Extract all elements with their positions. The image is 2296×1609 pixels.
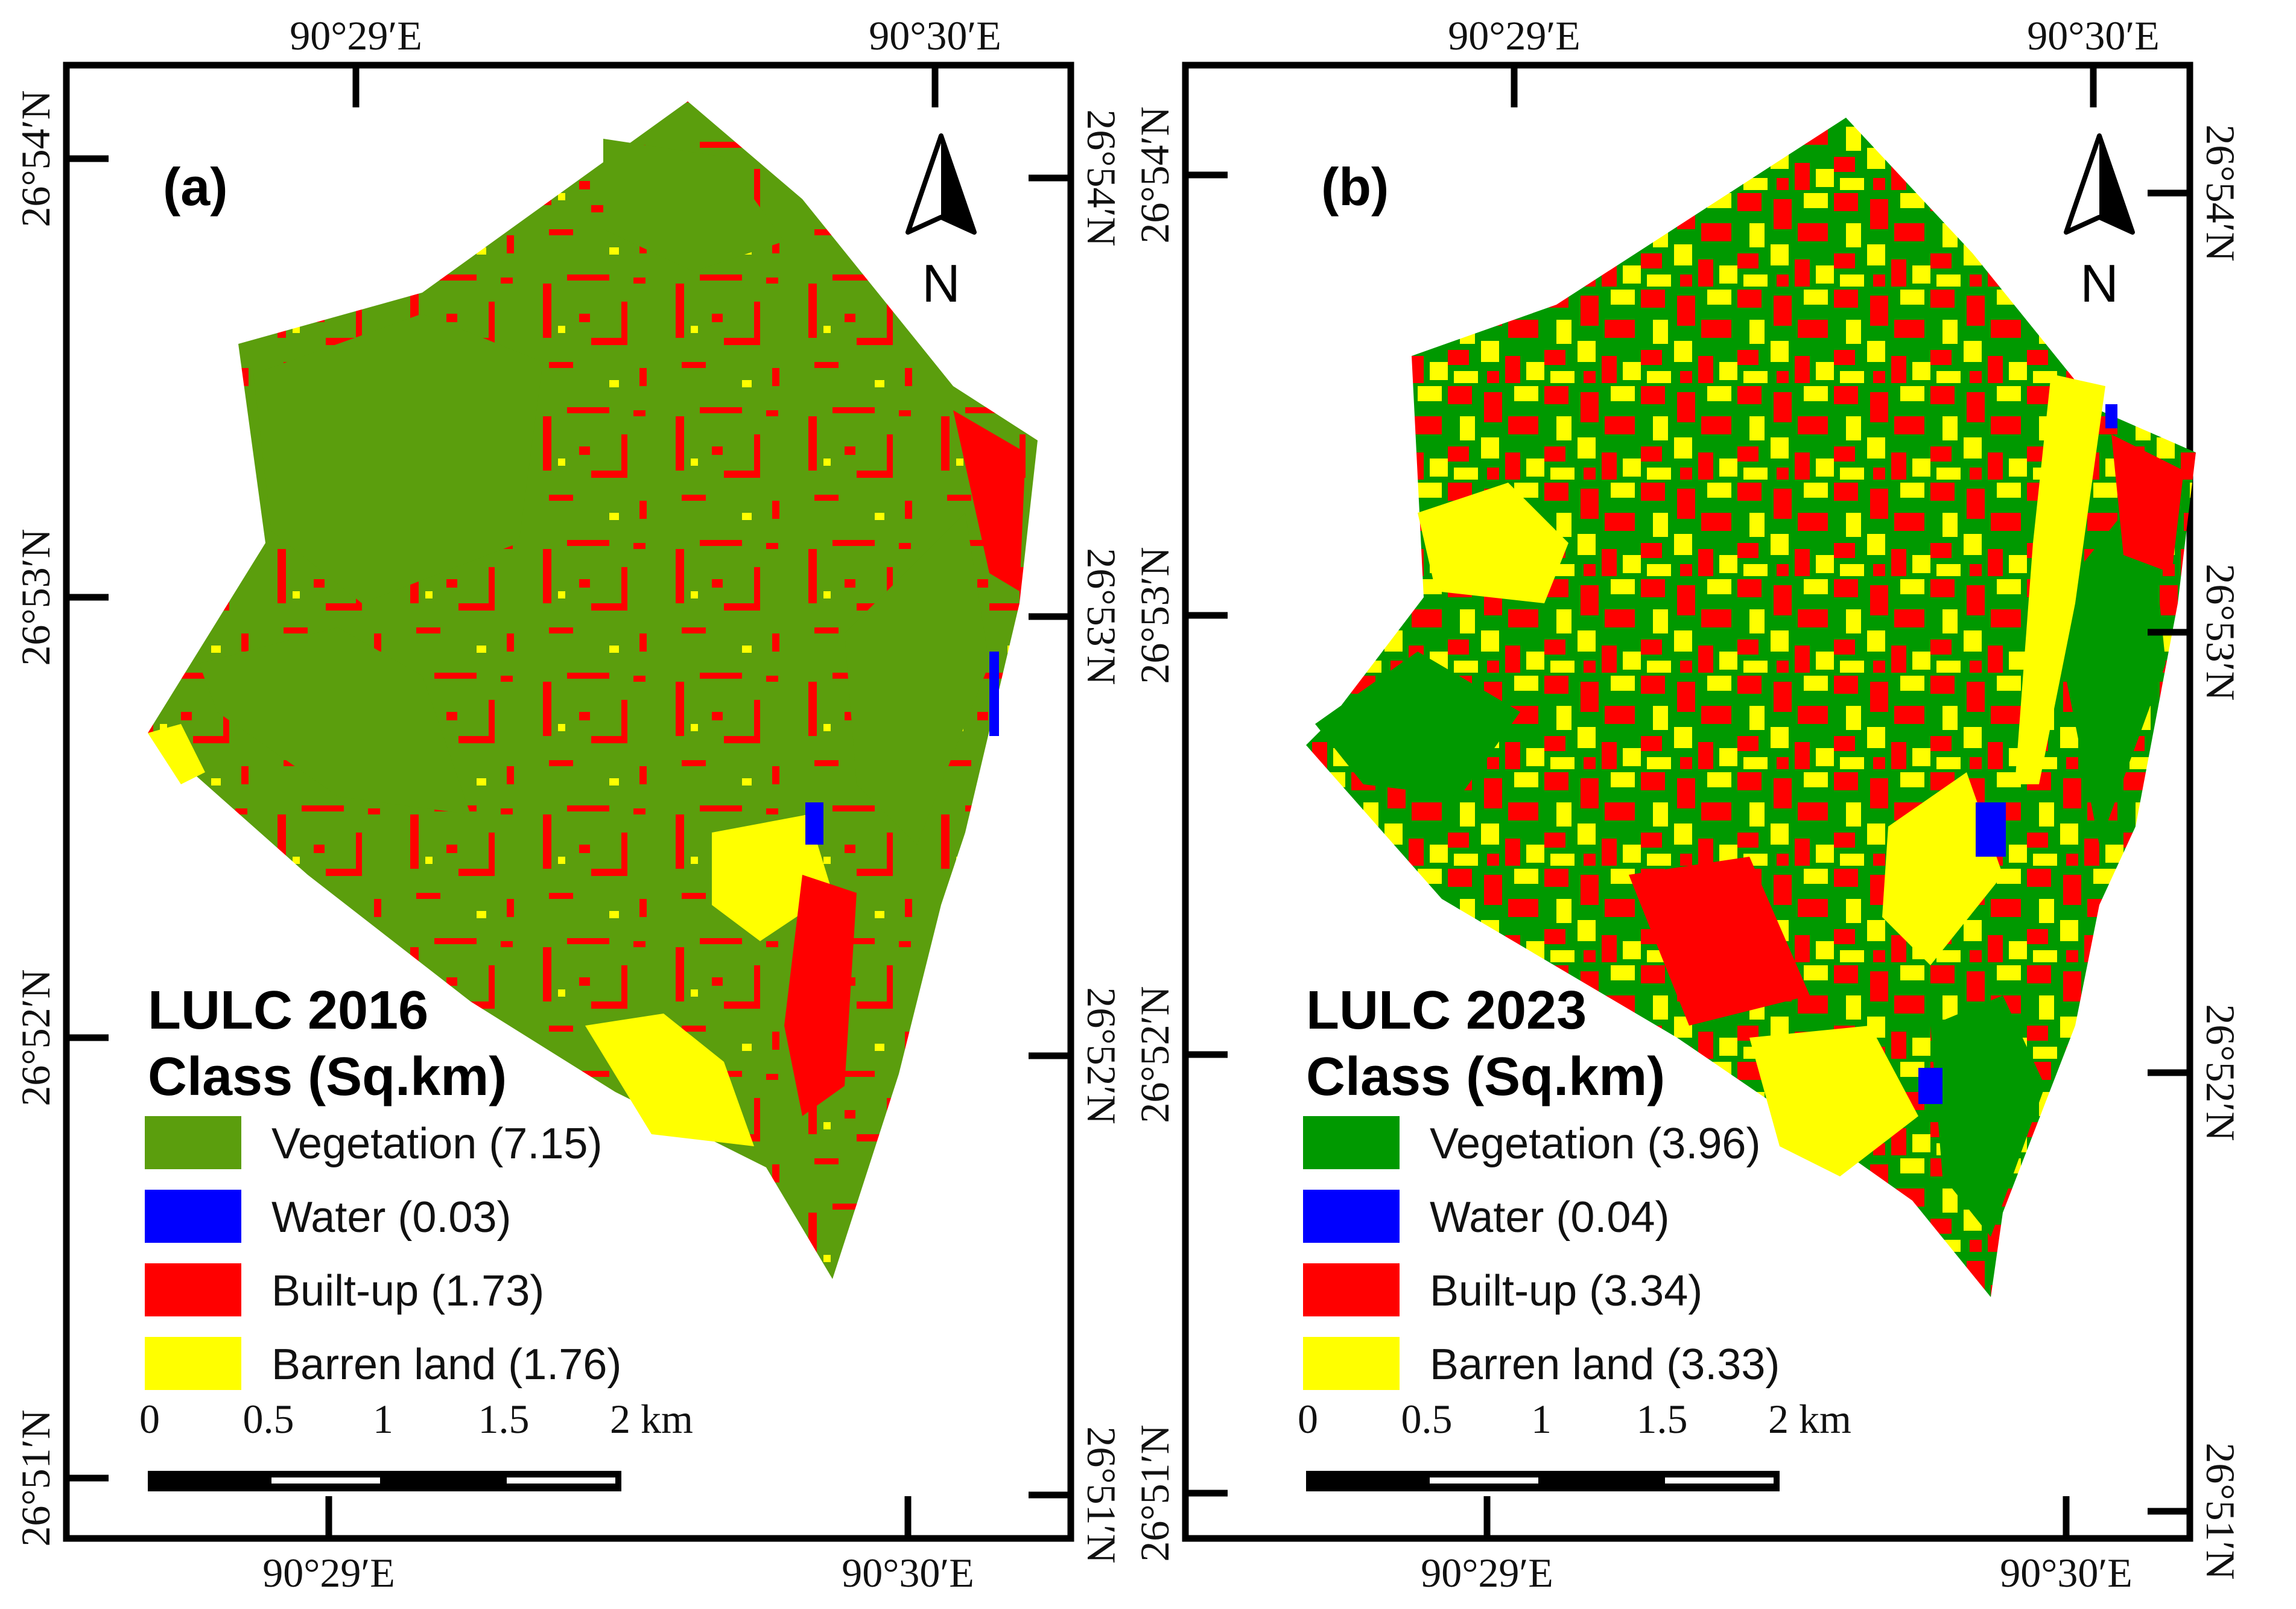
- panel-b-lat-left-51: 26°51′N: [1132, 1424, 1178, 1561]
- panel-b-legend-label-barren: Barren land (3.33): [1430, 1341, 1780, 1389]
- panel-b-vegetation-block: [1315, 652, 1520, 796]
- panel-a-lon-bottom-2: 90°30′E: [842, 1550, 974, 1596]
- panel-b-legend-swatch-water: [1303, 1190, 1400, 1243]
- panel-b-lon-bottom-2: 90°30′E: [2000, 1550, 2133, 1596]
- panel-b-barren-patch: [1418, 483, 1568, 603]
- panel-a-scale-label-2: 1: [373, 1396, 393, 1442]
- panel-b-north-label: N: [2080, 253, 2119, 313]
- panel-a-scale-label-1: 0.5: [243, 1396, 294, 1442]
- panel-a-scale-label-4: 2 km: [610, 1396, 693, 1442]
- panel-a-lat-left-53: 26°53′N: [13, 528, 59, 665]
- panel-b-label: (b): [1321, 157, 1389, 217]
- panel-b-legend-title-2: Class (Sq.km): [1306, 1047, 1665, 1107]
- panel-b-lat-left-53: 26°53′N: [1132, 547, 1178, 684]
- panel-a-barren-patch-2: [585, 1014, 754, 1146]
- panel-b-lat-left-54: 26°54′N: [1132, 106, 1178, 243]
- panel-b-scale-label-1: 0.5: [1401, 1396, 1453, 1442]
- panel-a-scale-label-0: 0: [139, 1396, 160, 1442]
- panel-b-lat-right-54: 26°54′N: [2198, 124, 2244, 261]
- panel-b-water-patch-3: [2105, 404, 2117, 428]
- north-arrow-icon: [2064, 133, 2135, 235]
- panel-b-map: [1306, 118, 2196, 1297]
- panel-a-builtup-strip-2: [784, 875, 857, 1116]
- panel-a: 90°29′E 90°30′E 90°29′E 90°30′E 26°54′N …: [13, 13, 1124, 1596]
- panel-a-barren-patch-3: [148, 724, 205, 784]
- panel-a-lon-top-2: 90°30′E: [869, 13, 1001, 59]
- panel-b-legend-label-water: Water (0.04): [1430, 1193, 1669, 1242]
- panel-b-legend-swatch-vegetation: [1303, 1116, 1400, 1169]
- panel-b-lon-top-2: 90°30′E: [2027, 13, 2160, 59]
- panel-b-vegetation-block-2: [2051, 483, 2166, 845]
- panel-a-graticule: [66, 65, 1071, 1538]
- panel-b-water-patch: [1976, 802, 2006, 857]
- panel-b-study-area: [1306, 118, 2196, 1297]
- panel-b-legend-swatch-builtup: [1303, 1263, 1400, 1316]
- panel-a-scale-bar: 0 0.5 1 1.5 2 km: [139, 1396, 693, 1491]
- panel-b-builtup-strip-2: [2111, 434, 2184, 573]
- panel-a-frame: [63, 62, 1074, 1542]
- north-arrow-icon: [905, 133, 977, 235]
- panel-a-legend-title-2: Class (Sq.km): [148, 1047, 507, 1107]
- panel-b-scale-bar: 0 0.5 1 1.5 2 km: [1298, 1396, 1851, 1491]
- panel-b-water-patch-2: [1918, 1068, 1942, 1104]
- panel-b-lon-bottom-1: 90°29′E: [1421, 1550, 1553, 1596]
- panel-a-lat-left-54: 26°54′N: [13, 90, 59, 227]
- panel-a-legend-swatch-barren: [145, 1337, 241, 1390]
- panel-a-lat-right-52: 26°52′N: [1079, 987, 1124, 1124]
- panel-a-legend-swatch-vegetation: [145, 1116, 241, 1169]
- panel-b-lat-right-52: 26°52′N: [2198, 1004, 2244, 1141]
- panel-a-vegetation-block-3: [603, 139, 784, 271]
- panel-a-legend-title-1: LULC 2016: [148, 980, 428, 1041]
- panel-a-vegetation-block: [253, 314, 543, 603]
- panel-b-legend-title-1: LULC 2023: [1306, 980, 1587, 1041]
- panel-a-water-patch: [805, 802, 823, 845]
- panel-a-vegetation-block-4: [845, 513, 989, 845]
- panel-b-barren-patch-3: [1882, 772, 2003, 965]
- panel-b: 90°29′E 90°30′E 90°29′E 90°30′E 26°54′N …: [1132, 13, 2244, 1596]
- panel-a-lat-left-52: 26°52′N: [13, 969, 59, 1106]
- panel-b-lat-left-52: 26°52′N: [1132, 986, 1178, 1123]
- panel-b-legend-label-builtup: Built-up (3.34): [1430, 1267, 1702, 1315]
- panel-a-legend-label-water: Water (0.03): [271, 1193, 511, 1242]
- panel-a-map: [148, 101, 1038, 1279]
- panel-a-vegetation-block-2: [199, 627, 471, 814]
- panel-b-legend-swatch-barren: [1303, 1337, 1400, 1390]
- panel-a-lat-right-53: 26°53′N: [1079, 548, 1124, 685]
- panel-a-lat-right-54: 26°54′N: [1079, 109, 1124, 246]
- panel-b-barren-strip: [2015, 374, 2105, 784]
- panel-a-builtup-strip: [953, 410, 1026, 591]
- panel-a-lat-right-51: 26°51′N: [1079, 1426, 1124, 1563]
- panel-a-legend-label-vegetation: Vegetation (7.15): [271, 1120, 602, 1168]
- panel-b-frame: [1182, 62, 2193, 1542]
- panel-b-scale-label-3: 1.5: [1637, 1396, 1688, 1442]
- panel-a-legend-swatch-builtup: [145, 1263, 241, 1316]
- panel-a-lon-top-1: 90°29′E: [290, 13, 422, 59]
- panel-a-legend-label-barren: Barren land (1.76): [271, 1341, 621, 1389]
- panel-a-label: (a): [163, 157, 228, 217]
- panel-b-scale-label-4: 2 km: [1768, 1396, 1851, 1442]
- panel-b-lat-right-51: 26°51′N: [2198, 1442, 2244, 1579]
- panel-a-north-label: N: [922, 253, 960, 313]
- panel-b-scale-label-0: 0: [1298, 1396, 1318, 1442]
- panel-b-graticule: [1185, 65, 2190, 1538]
- panel-b-scale-label-2: 1: [1531, 1396, 1552, 1442]
- panel-a-legend-swatch-water: [145, 1190, 241, 1243]
- panel-b-vegetation-block-3: [1930, 995, 2045, 1237]
- panel-b-legend-label-vegetation: Vegetation (3.96): [1430, 1120, 1760, 1168]
- panel-b-builtup-strip: [1629, 857, 1810, 1026]
- panel-b-lat-right-53: 26°53′N: [2198, 563, 2244, 700]
- panel-a-scale-label-3: 1.5: [478, 1396, 530, 1442]
- panel-b-barren-patch-2: [1749, 1026, 1918, 1176]
- panel-a-water-patch-2: [989, 652, 999, 736]
- panel-a-lon-bottom-1: 90°29′E: [262, 1550, 395, 1596]
- panel-a-lat-left-51: 26°51′N: [13, 1409, 59, 1546]
- panel-b-lon-top-1: 90°29′E: [1448, 13, 1581, 59]
- panel-a-legend-label-builtup: Built-up (1.73): [271, 1267, 544, 1315]
